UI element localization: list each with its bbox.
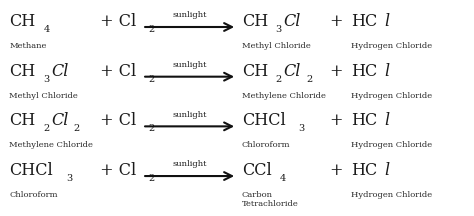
Text: 3: 3 <box>43 75 50 84</box>
Text: Methane: Methane <box>9 42 47 50</box>
Text: Methyl Chloride: Methyl Chloride <box>9 92 78 100</box>
Text: + Cl: + Cl <box>95 63 136 80</box>
Text: Hydrogen Chloride: Hydrogen Chloride <box>351 92 432 100</box>
Text: 2: 2 <box>306 75 312 84</box>
Text: Chloroform: Chloroform <box>9 191 58 199</box>
Text: 3: 3 <box>66 174 72 183</box>
Text: Cl: Cl <box>51 63 69 80</box>
Text: +: + <box>329 112 343 129</box>
Text: Cl: Cl <box>51 112 69 129</box>
Text: sunlight: sunlight <box>173 160 207 168</box>
Text: l: l <box>384 13 390 30</box>
Text: sunlight: sunlight <box>173 61 207 69</box>
Text: 2: 2 <box>275 75 282 84</box>
Text: HC: HC <box>351 13 377 30</box>
Text: Methylene Chloride: Methylene Chloride <box>9 141 93 149</box>
Text: CH: CH <box>242 13 268 30</box>
Text: HC: HC <box>351 112 377 129</box>
Text: CHCl: CHCl <box>242 112 285 129</box>
Text: CHCl: CHCl <box>9 162 53 179</box>
Text: Methylene Chloride: Methylene Chloride <box>242 92 326 100</box>
Text: l: l <box>384 162 390 179</box>
Text: CH: CH <box>242 63 268 80</box>
Text: Cl: Cl <box>283 13 301 30</box>
Text: CH: CH <box>9 63 36 80</box>
Text: 2: 2 <box>74 124 80 133</box>
Text: l: l <box>384 112 390 129</box>
Text: sunlight: sunlight <box>173 11 207 19</box>
Text: 4: 4 <box>43 25 50 34</box>
Text: Hydrogen Chloride: Hydrogen Chloride <box>351 42 432 50</box>
Text: 2: 2 <box>43 124 50 133</box>
Text: HC: HC <box>351 162 377 179</box>
Text: Carbon
Tetrachloride: Carbon Tetrachloride <box>242 191 299 208</box>
Text: Cl: Cl <box>283 63 301 80</box>
Text: CCl: CCl <box>242 162 272 179</box>
Text: 2: 2 <box>148 25 154 34</box>
Text: HC: HC <box>351 63 377 80</box>
Text: Methyl Chloride: Methyl Chloride <box>242 42 310 50</box>
Text: +: + <box>329 162 343 179</box>
Text: + Cl: + Cl <box>95 162 136 179</box>
Text: Hydrogen Chloride: Hydrogen Chloride <box>351 191 432 199</box>
Text: CH: CH <box>9 13 36 30</box>
Text: 3: 3 <box>298 124 304 133</box>
Text: Chloroform: Chloroform <box>242 141 290 149</box>
Text: sunlight: sunlight <box>173 111 207 119</box>
Text: 2: 2 <box>148 124 154 133</box>
Text: + Cl: + Cl <box>95 112 136 129</box>
Text: 2: 2 <box>148 174 154 183</box>
Text: 4: 4 <box>280 174 286 183</box>
Text: 3: 3 <box>275 25 282 34</box>
Text: + Cl: + Cl <box>95 13 136 30</box>
Text: +: + <box>329 13 343 30</box>
Text: +: + <box>329 63 343 80</box>
Text: 2: 2 <box>148 75 154 84</box>
Text: CH: CH <box>9 112 36 129</box>
Text: l: l <box>384 63 390 80</box>
Text: Hydrogen Chloride: Hydrogen Chloride <box>351 141 432 149</box>
